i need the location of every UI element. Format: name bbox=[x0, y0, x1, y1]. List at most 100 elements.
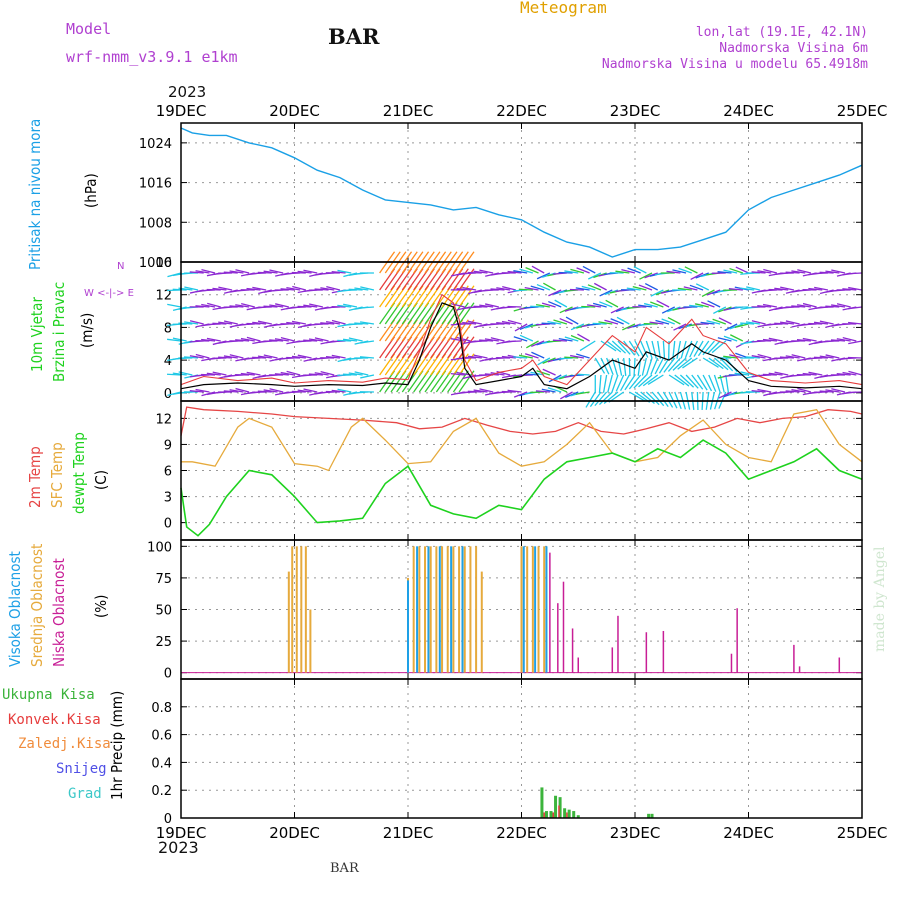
wind-vector bbox=[320, 370, 335, 376]
wind-vector bbox=[496, 322, 511, 325]
cloud-high-bar bbox=[438, 546, 441, 673]
cloud-low-bar bbox=[736, 608, 738, 673]
precip-total-bar bbox=[558, 797, 562, 818]
cloud-mid-bar bbox=[309, 609, 312, 673]
wind-vector bbox=[531, 340, 545, 348]
wind-vector bbox=[166, 373, 182, 376]
wind-vector bbox=[706, 340, 721, 355]
wind-vector bbox=[848, 321, 863, 325]
wind-vector bbox=[842, 371, 857, 376]
wind-vector bbox=[592, 302, 607, 308]
cloud-high-bar bbox=[461, 546, 464, 673]
wind-vector bbox=[718, 391, 732, 399]
wind-vector bbox=[553, 319, 568, 325]
wind-vector bbox=[575, 353, 590, 359]
x-date-label-top: 23DEC bbox=[610, 102, 661, 120]
wind-vector bbox=[490, 288, 505, 291]
precip-total-bar bbox=[544, 811, 548, 818]
precip-total-bar bbox=[572, 811, 576, 818]
wind-vector bbox=[518, 354, 533, 359]
wind-vector bbox=[467, 355, 482, 359]
wind-vector bbox=[598, 321, 613, 325]
wind-vector bbox=[662, 340, 666, 360]
wind-vector bbox=[740, 371, 755, 376]
wind-vector bbox=[525, 267, 539, 274]
cloud-low-bar bbox=[577, 657, 579, 673]
dewpt-line bbox=[180, 439, 863, 537]
wind-vector bbox=[303, 269, 318, 274]
wind-vector bbox=[359, 340, 375, 344]
y-tick-label: 8 bbox=[164, 321, 172, 336]
x-date-label-bottom: 25DEC bbox=[837, 824, 888, 842]
wind-vector bbox=[514, 323, 528, 332]
wind-vector bbox=[565, 391, 579, 398]
precip-total-bar bbox=[549, 811, 553, 818]
x-date-label-bottom: 21DEC bbox=[383, 824, 434, 842]
wind-vector bbox=[462, 286, 477, 291]
wind-vector bbox=[848, 370, 863, 376]
legend-snijeg: Snijeg bbox=[56, 761, 107, 777]
x-date-label-top: 20DEC bbox=[269, 102, 320, 120]
wind-vector bbox=[240, 337, 255, 342]
wind-vector bbox=[616, 316, 630, 325]
wind-vector bbox=[645, 391, 660, 406]
y-tick-label: 0 bbox=[164, 812, 172, 827]
wind-vector bbox=[297, 305, 312, 308]
cloud-mid-bar bbox=[412, 546, 415, 673]
wind-vector bbox=[490, 372, 505, 376]
cloud-mid-bar bbox=[435, 546, 438, 673]
wind-vector bbox=[286, 286, 301, 291]
wind-vector bbox=[240, 372, 255, 376]
year-bottom: 2023 bbox=[158, 838, 199, 857]
cloud-high-bar bbox=[427, 546, 430, 673]
wind-vector bbox=[479, 269, 494, 274]
panel-frame bbox=[180, 678, 863, 819]
wind-vector bbox=[673, 323, 687, 331]
wind-vector bbox=[757, 353, 772, 359]
wind-vector bbox=[598, 374, 602, 393]
wind-vector bbox=[189, 355, 204, 359]
precip-total-bar bbox=[650, 813, 654, 818]
wind-vector bbox=[507, 389, 522, 393]
wind-vector bbox=[695, 283, 710, 291]
x-date-label-bottom: 19DEC bbox=[156, 824, 207, 842]
wind-vector bbox=[308, 338, 323, 342]
wind-vector bbox=[762, 373, 777, 376]
wind-vector bbox=[229, 389, 244, 393]
y-tick-label: 1024 bbox=[139, 137, 172, 152]
wind-vector bbox=[484, 303, 499, 308]
wind-vector bbox=[235, 387, 250, 393]
wind-vector bbox=[825, 270, 840, 274]
wind-vector bbox=[473, 305, 488, 308]
wind-vector bbox=[513, 391, 528, 398]
cloud-mid-bar bbox=[446, 546, 449, 673]
wind-vector bbox=[588, 272, 602, 280]
wind-vector bbox=[331, 354, 346, 359]
wind-vector bbox=[718, 317, 732, 325]
wind-vector bbox=[456, 336, 471, 342]
wind-vector bbox=[647, 374, 664, 386]
wind-vector bbox=[802, 302, 817, 308]
year-top: 2023 bbox=[168, 83, 207, 101]
wind-vector bbox=[292, 285, 307, 291]
wind-vector bbox=[201, 338, 216, 342]
wind-vector bbox=[564, 270, 579, 274]
wind-vector bbox=[172, 337, 187, 342]
wind-vector bbox=[802, 372, 817, 376]
cloud-high-bar bbox=[450, 546, 453, 673]
wind-vector bbox=[713, 374, 721, 393]
wind-vector bbox=[623, 357, 627, 376]
wind-vector bbox=[745, 356, 760, 359]
wind-vector bbox=[229, 305, 244, 308]
wind-vector bbox=[638, 374, 653, 388]
wind-vector bbox=[252, 356, 267, 359]
wind-vector bbox=[579, 340, 596, 352]
wind-vector bbox=[526, 340, 539, 349]
wind-vector bbox=[819, 320, 834, 325]
wind-vector bbox=[651, 391, 665, 407]
compass-north: N bbox=[117, 261, 125, 272]
wind-vector bbox=[252, 286, 267, 291]
wind-vector bbox=[825, 354, 840, 359]
wind-vector bbox=[830, 339, 846, 342]
wind-vector bbox=[701, 289, 715, 297]
